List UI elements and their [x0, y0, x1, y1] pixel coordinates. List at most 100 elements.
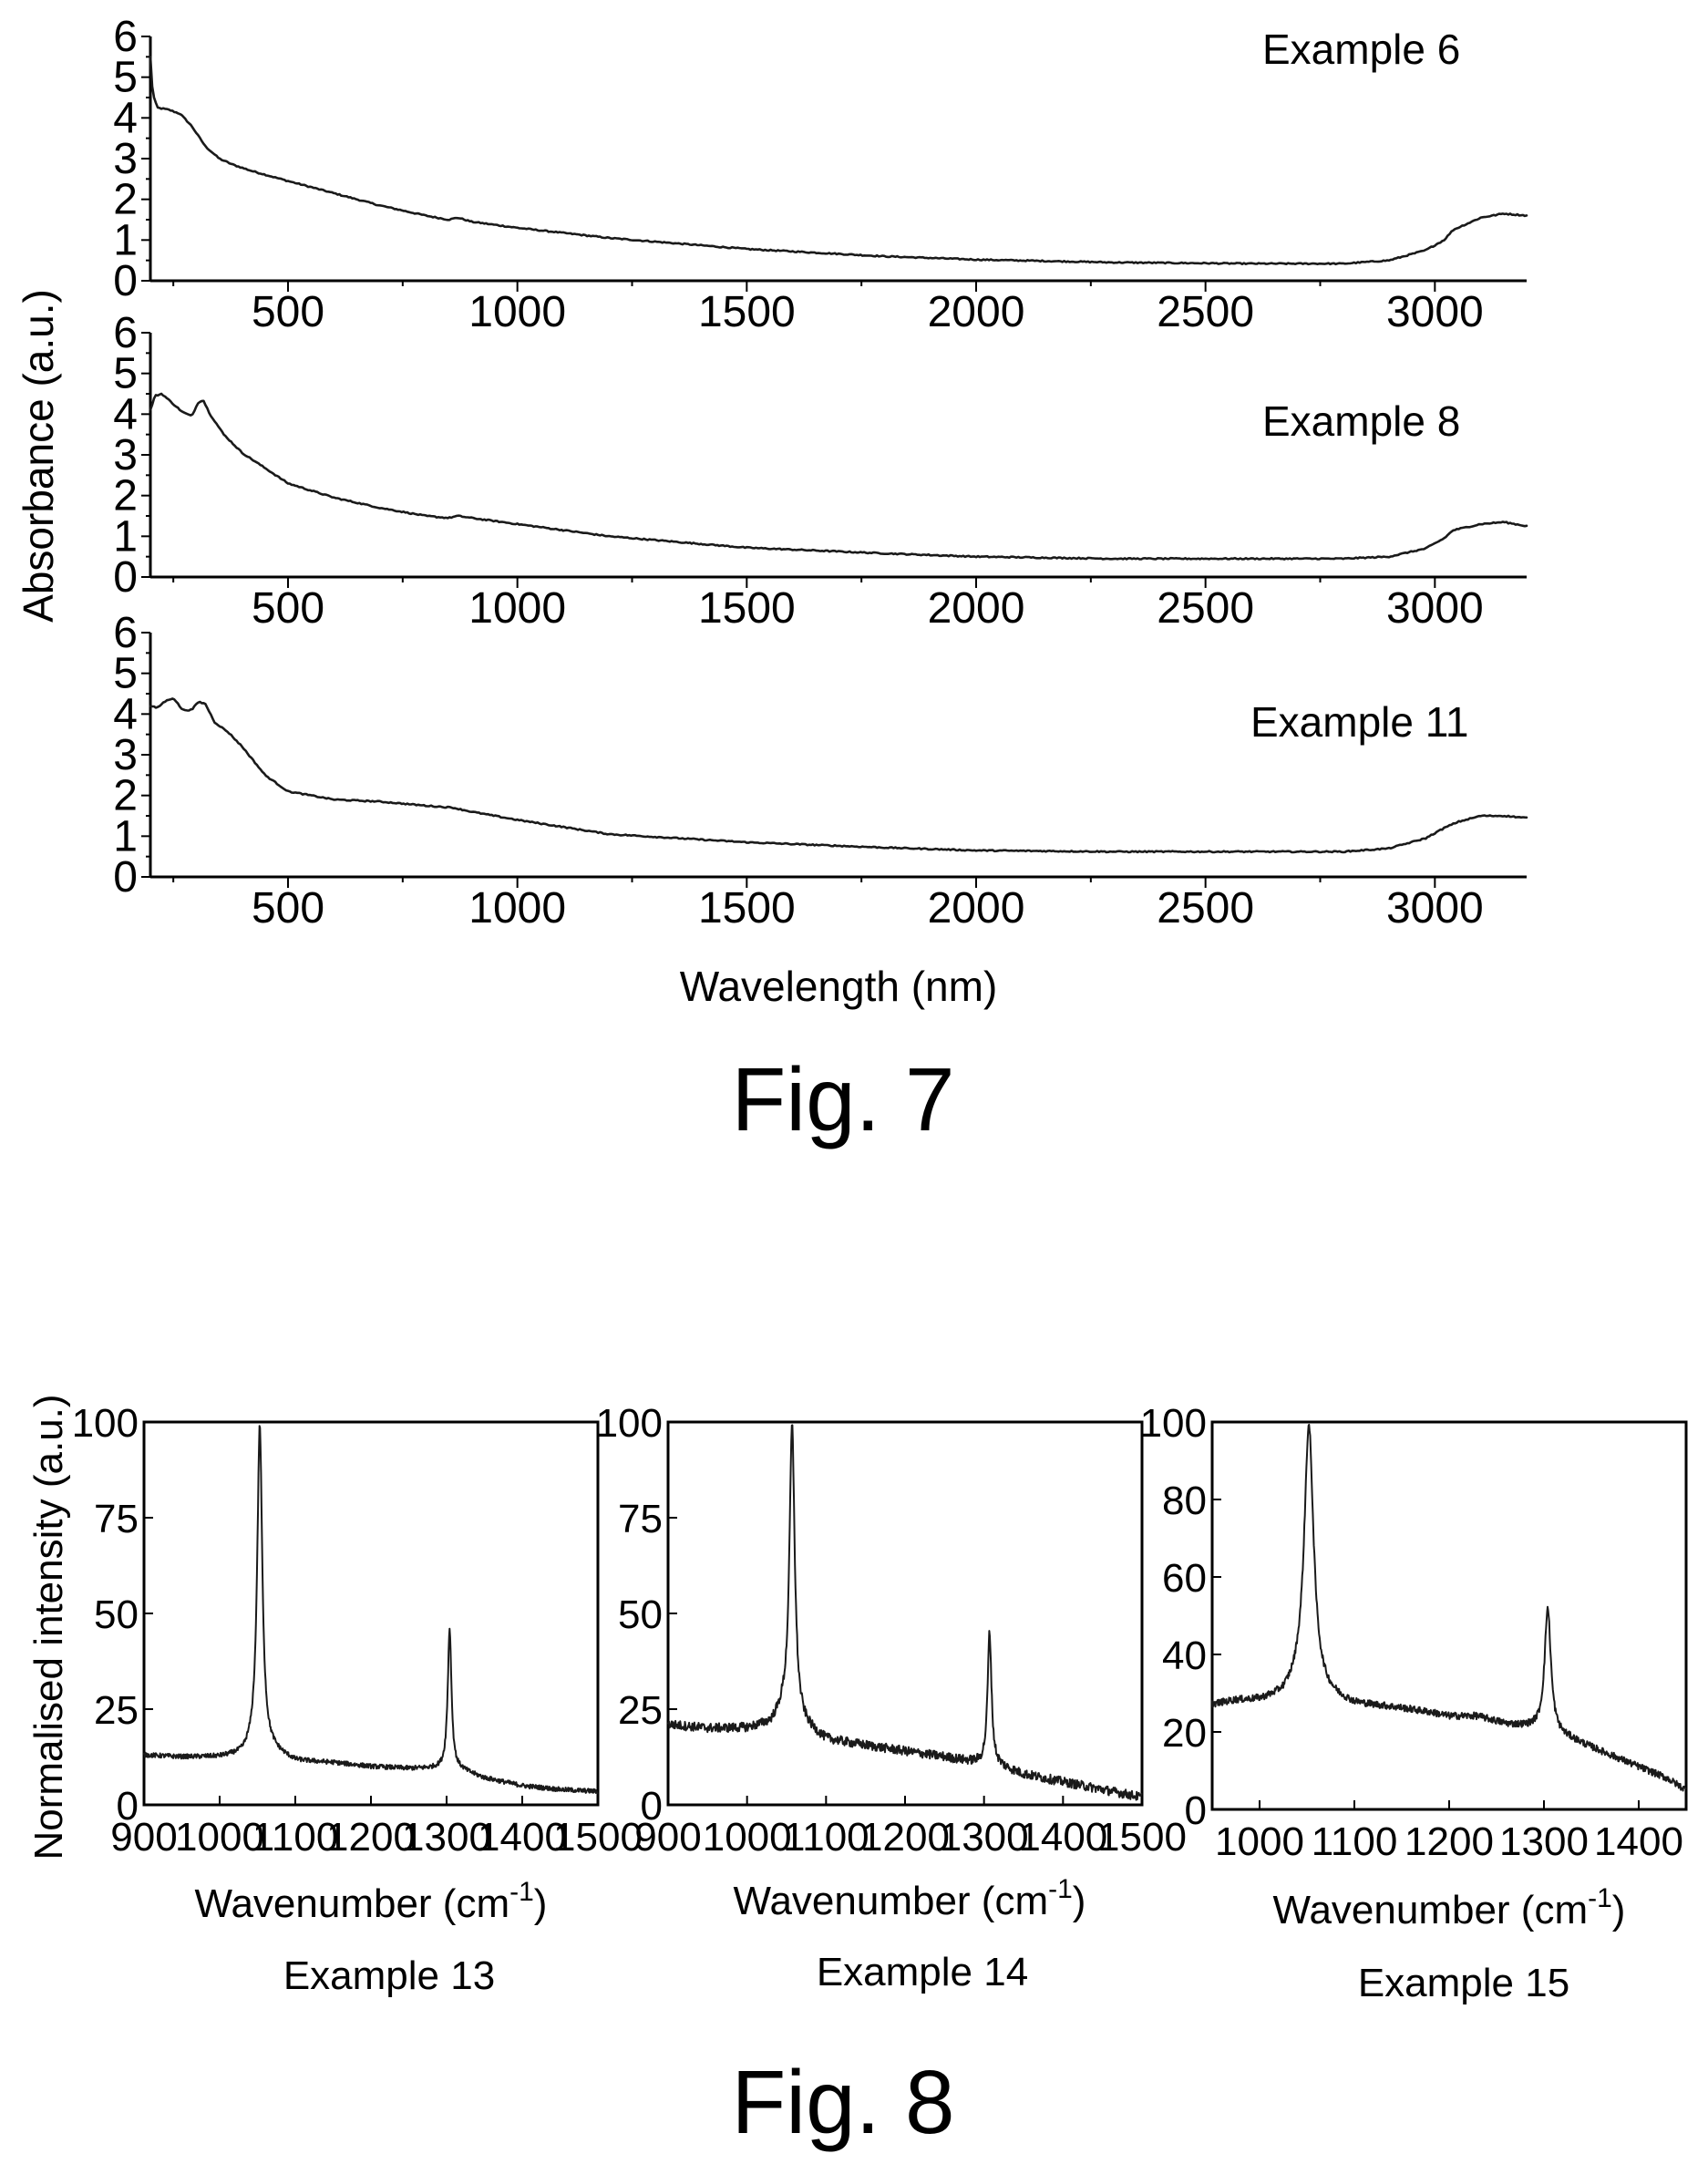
fig8-p2-x-axis-label: Wavenumber (cm-1) [734, 1874, 1086, 1923]
fig7-y-tick-label: 0 [113, 853, 138, 902]
fig8-x-tick-label: 900 [634, 1815, 701, 1860]
fig7-x-tick-label: 1500 [698, 884, 796, 933]
fig8-y-tick-label: 75 [618, 1497, 663, 1541]
fig8-x-tick-label: 1300 [1499, 1819, 1589, 1864]
fig7-y-tick-label: 2 [113, 176, 138, 224]
fig7-p2-annotation: Example 8 [1262, 397, 1460, 445]
fig7-p1-annotation: Example 6 [1262, 26, 1460, 73]
fig8-p3-xlabel-close: ) [1612, 1888, 1626, 1932]
fig8-p2-caption: Example 14 [817, 1950, 1028, 1994]
fig7-y-tick-label: 4 [113, 94, 138, 142]
fig7-x-tick-label: 2000 [928, 584, 1025, 633]
fig7-y-tick-label: 1 [113, 512, 138, 561]
fig8-y-tick-label: 75 [94, 1497, 139, 1541]
fig8-p3-raman-spectrum [1211, 1423, 1687, 1792]
fig7-y-tick-label: 0 [113, 257, 138, 305]
fig7-y-tick-label: 5 [113, 54, 138, 102]
fig7-p3-annotation: Example 11 [1250, 698, 1469, 746]
fig7-y-tick-label: 5 [113, 350, 138, 398]
fig8-y-tick-label: 0 [117, 1784, 139, 1829]
fig8-y-tick-label: 100 [1140, 1401, 1207, 1446]
fig8-p1-caption: Example 13 [283, 1953, 495, 1998]
fig7-x-tick-label: 2500 [1157, 584, 1254, 633]
fig8-y-tick-label: 100 [72, 1401, 139, 1446]
fig8-y-tick-label: 0 [641, 1784, 663, 1829]
fig7-caption: Fig. 7 [731, 1049, 954, 1149]
fig7-y-tick-label: 2 [113, 472, 138, 520]
fig8-p3-plot-frame [1210, 1420, 1688, 1811]
fig7-x-tick-label: 1000 [468, 884, 566, 933]
fig7-y-tick-label: 1 [113, 812, 138, 860]
fig8-y-tick-label: 80 [1162, 1479, 1207, 1523]
fig8-p3-xlabel-main: Wavenumber (cm [1273, 1888, 1589, 1932]
fig7-x-tick-label: 2000 [928, 288, 1025, 336]
fig8-p1-x-axis-label: Wavenumber (cm-1) [195, 1877, 548, 1926]
fig7-y-tick-label: 1 [113, 216, 138, 264]
fig8-x-tick-label: 1500 [553, 1815, 643, 1860]
fig8-x-tick-label: 1200 [326, 1815, 416, 1860]
fig8-y-tick-label: 25 [618, 1688, 663, 1733]
fig8-y-tick-label: 0 [1185, 1788, 1207, 1833]
fig8-x-tick-label: 1400 [478, 1815, 567, 1860]
fig8-x-tick-label: 1500 [1097, 1815, 1187, 1860]
fig8-panel-example-15: 0 20 40 60 80 100 1000 1100 1200 1300 1400 Wavenum… [1140, 1401, 1688, 2005]
fig8-p3-caption: Example 15 [1358, 1961, 1569, 2005]
fig8-x-tick-label: 1000 [703, 1815, 792, 1860]
fig7-y-tick-label: 3 [113, 731, 138, 779]
fig7-x-tick-label: 1000 [468, 288, 566, 336]
fig7-y-axis-label: Absorbance (a.u.) [15, 289, 62, 623]
fig8-x-tick-label: 1000 [175, 1815, 264, 1860]
fig7-x-tick-label: 500 [252, 884, 324, 933]
fig7-y-tick-label: 2 [113, 772, 138, 820]
fig8-x-tick-label: 1000 [1215, 1819, 1304, 1864]
fig7-y-tick-label: 3 [113, 431, 138, 479]
fig7-y-tick-label: 4 [113, 690, 138, 738]
fig7-x-tick-label: 2500 [1157, 884, 1254, 933]
fig8-x-tick-label: 1200 [1404, 1819, 1494, 1864]
fig7-y-tick-label: 6 [113, 13, 138, 61]
fig8-x-tick-label: 1100 [1312, 1819, 1398, 1864]
fig7-x-tick-label: 1500 [698, 288, 796, 336]
fig8-x-tick-label: 1400 [1018, 1815, 1107, 1860]
fig7-y-tick-label: 3 [113, 135, 138, 183]
fig8-caption: Fig. 8 [731, 2052, 954, 2152]
fig7-x-tick-label: 2500 [1157, 288, 1254, 336]
fig7-y-tick-label: 6 [113, 609, 138, 657]
fig7-x-axis-label: Wavelength (nm) [680, 963, 998, 1010]
fig8-p1-xlabel-main: Wavenumber (cm [195, 1881, 510, 1926]
fig7-y-tick-label: 0 [113, 553, 138, 602]
fig8-p3-xlabel-sup: -1 [1588, 1883, 1612, 1913]
fig8-y-tick-label: 25 [94, 1688, 139, 1733]
fig7-y-tick-label: 6 [113, 309, 138, 357]
fig8-p1-xlabel-close: ) [534, 1881, 548, 1926]
fig8-p2-xlabel-sup: -1 [1048, 1874, 1073, 1904]
fig8-x-tick-label: 900 [110, 1815, 177, 1860]
fig8-x-tick-label: 1200 [860, 1815, 950, 1860]
fig8-y-tick-label: 40 [1162, 1633, 1207, 1678]
fig8-p2-xlabel-main: Wavenumber (cm [734, 1879, 1049, 1923]
fig8-x-tick-label: 1300 [402, 1815, 491, 1860]
fig8-y-tick-label: 20 [1162, 1711, 1207, 1756]
fig8-p1-raman-spectrum [143, 1425, 599, 1795]
fig7-x-tick-label: 500 [252, 584, 324, 633]
fig7-p2-absorbance-curve [149, 392, 1528, 561]
fig8-p2-xlabel-close: ) [1073, 1879, 1086, 1923]
fig7-x-tick-label: 3000 [1386, 584, 1484, 633]
fig8-p1-plot-frame [142, 1420, 600, 1807]
fig7-p1-absorbance-curve [149, 55, 1528, 266]
fig7-y-tick-label: 4 [113, 390, 138, 438]
fig7-p3-absorbance-curve [149, 697, 1528, 854]
fig7-x-tick-label: 500 [252, 288, 324, 336]
fig8-x-tick-label: 1400 [1594, 1819, 1683, 1864]
fig8-y-tick-label: 100 [596, 1401, 663, 1446]
fig8-y-tick-label: 60 [1162, 1556, 1207, 1601]
fig8-x-tick-label: 1100 [783, 1815, 869, 1860]
fig8-y-tick-label: 50 [618, 1592, 663, 1637]
fig8-y-tick-label: 50 [94, 1592, 139, 1637]
fig8-p1-xlabel-sup: -1 [509, 1877, 534, 1907]
